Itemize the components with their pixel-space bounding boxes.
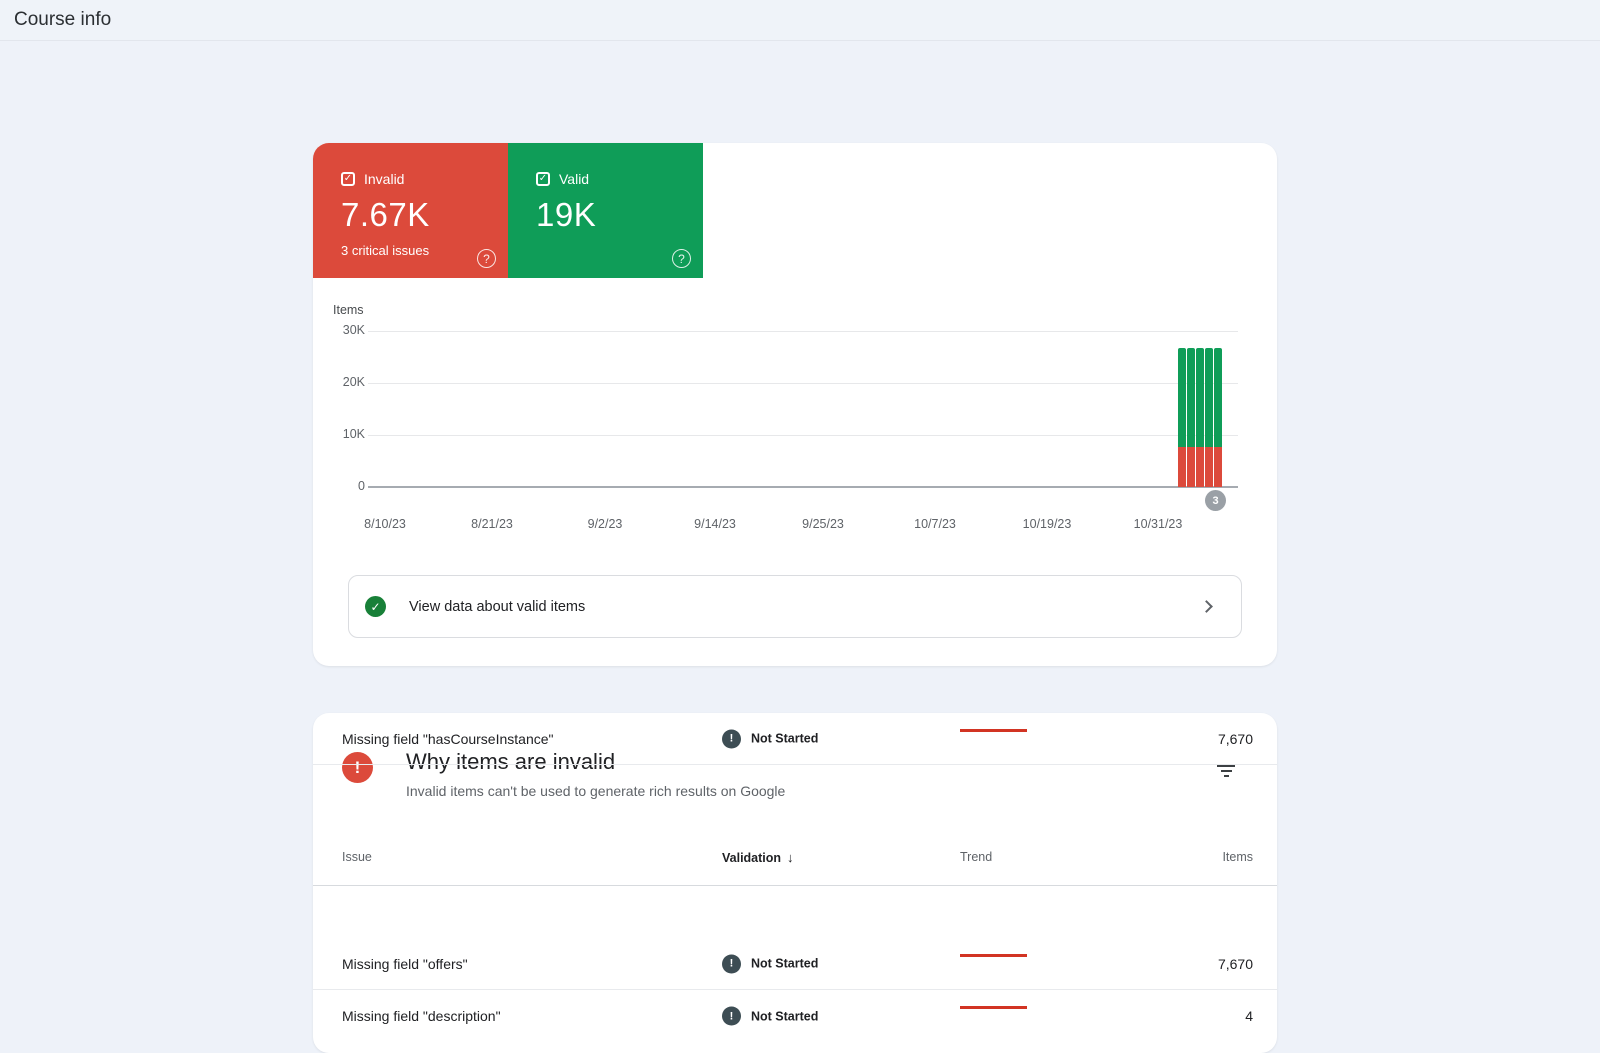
help-icon[interactable]: ? — [672, 249, 691, 268]
valid-summary-block[interactable]: ✓ Valid 19K ? — [508, 143, 703, 278]
issues-table-header: Issue Validation ↓ Trend Items — [313, 834, 1277, 886]
invalid-card-subtitle: Invalid items can't be used to generate … — [406, 783, 786, 799]
valid-bar-segment — [1187, 348, 1195, 448]
x-tick-label: 9/14/23 — [694, 517, 736, 531]
invalid-bar-segment — [1214, 447, 1222, 487]
invalid-checkbox-row[interactable]: ✓ Invalid — [341, 171, 508, 187]
chevron-right-icon — [1200, 600, 1213, 613]
stacked-bar[interactable] — [1187, 348, 1195, 487]
stacked-bar[interactable] — [1196, 348, 1204, 487]
x-axis-baseline — [368, 486, 1238, 488]
valid-count: 19K — [536, 196, 597, 233]
sort-descending-icon: ↓ — [787, 850, 794, 865]
valid-bar-segment — [1214, 348, 1222, 448]
valid-checkbox-row[interactable]: ✓ Valid — [536, 171, 703, 187]
issue-name: Missing field "hasCourseInstance" — [342, 730, 554, 747]
trend-sparkline — [960, 953, 1027, 957]
y-tick-10k: 10K — [342, 427, 365, 441]
x-tick-label: 9/25/23 — [802, 517, 844, 531]
not-started-icon: ! — [722, 729, 741, 748]
x-tick-label: 10/31/23 — [1133, 517, 1183, 531]
status-toggle-group: ✓ Invalid 7.67K 3 critical issues ? ✓ Va… — [313, 143, 703, 278]
valid-bar-segment — [1178, 348, 1186, 448]
valid-bar-segment — [1205, 348, 1213, 448]
column-header-issue[interactable]: Issue — [342, 850, 372, 864]
not-started-icon: ! — [722, 954, 741, 973]
stacked-bar[interactable] — [1178, 348, 1186, 487]
validation-status: Not Started — [751, 1009, 819, 1023]
trend-sparkline — [960, 1006, 1027, 1009]
column-header-items[interactable]: Items — [1222, 850, 1253, 864]
report-summary-card: ✓ Invalid 7.67K 3 critical issues ? ✓ Va… — [313, 143, 1277, 666]
issue-row[interactable]: Missing field "hasCourseInstance" ! Not S… — [313, 713, 1277, 765]
valid-label: Valid — [559, 171, 590, 187]
invalid-bar-segment — [1187, 447, 1195, 487]
checkbox-checked-icon[interactable]: ✓ — [341, 172, 355, 186]
validation-header-label: Validation — [722, 851, 782, 865]
validation-cell: ! Not Started — [722, 729, 818, 748]
valid-bar-segment — [1196, 348, 1204, 448]
invalid-bar-segment — [1205, 447, 1213, 487]
trend-sparkline — [960, 728, 1027, 732]
critical-issues-text: 3 critical issues — [341, 243, 430, 258]
column-header-trend[interactable]: Trend — [960, 850, 993, 864]
y-axis-title: Items — [333, 303, 364, 317]
checkbox-checked-icon[interactable]: ✓ — [536, 172, 550, 186]
column-header-validation[interactable]: Validation ↓ — [722, 850, 794, 865]
y-tick-0: 0 — [358, 479, 365, 493]
error-icon: ! — [342, 752, 373, 783]
stacked-bar[interactable] — [1214, 348, 1222, 487]
invalid-card-title: Why items are invalid — [406, 749, 616, 774]
x-tick-label: 8/10/23 — [364, 517, 406, 531]
filter-icon[interactable] — [1212, 757, 1240, 785]
view-valid-items-row[interactable]: ✓ View data about valid items — [348, 575, 1242, 638]
invalid-bar-segment — [1178, 447, 1186, 487]
invalid-bar-segment — [1196, 447, 1204, 487]
invalid-count: 7.67K — [341, 196, 430, 233]
issues-count-badge[interactable]: 3 — [1205, 490, 1226, 511]
items-count: 7,670 — [1217, 955, 1253, 972]
stacked-bar[interactable] — [1205, 348, 1213, 487]
invalid-label: Invalid — [364, 171, 405, 187]
page-title: Course info — [14, 9, 112, 30]
view-valid-items-label: View data about valid items — [409, 598, 586, 615]
items-count: 7,670 — [1217, 730, 1253, 747]
issue-row[interactable]: Missing field "description" ! Not Started… — [313, 990, 1277, 1042]
issue-name: Missing field "description" — [342, 1008, 501, 1024]
x-tick-label: 10/19/23 — [1022, 517, 1072, 531]
x-tick-label: 10/7/23 — [914, 517, 956, 531]
y-tick-30k: 30K — [342, 323, 365, 337]
top-bar: Course info — [0, 0, 1600, 41]
validation-cell: ! Not Started — [722, 1006, 819, 1026]
check-circle-icon: ✓ — [365, 596, 386, 617]
x-tick-label: 9/2/23 — [587, 517, 623, 531]
validation-cell: ! Not Started — [722, 954, 818, 973]
issue-row[interactable]: Missing field "offers" ! Not Started 7,67… — [313, 938, 1277, 990]
help-icon[interactable]: ? — [477, 249, 496, 268]
stacked-bar-group — [1178, 348, 1222, 487]
not-started-icon: ! — [722, 1006, 741, 1026]
validation-status: Not Started — [751, 956, 819, 971]
gridline-30k — [368, 331, 1238, 332]
validation-status: Not Started — [751, 731, 819, 746]
items-count: 4 — [1245, 1008, 1253, 1024]
x-tick-label: 8/21/23 — [471, 517, 513, 531]
gridline-10k — [368, 435, 1238, 436]
gridline-20k — [368, 383, 1238, 384]
invalid-summary-block[interactable]: ✓ Invalid 7.67K 3 critical issues ? — [313, 143, 508, 278]
issue-name: Missing field "offers" — [342, 955, 468, 972]
y-tick-20k: 20K — [342, 375, 365, 389]
invalid-reasons-card: ! Why items are invalid Invalid items ca… — [313, 713, 1277, 1053]
